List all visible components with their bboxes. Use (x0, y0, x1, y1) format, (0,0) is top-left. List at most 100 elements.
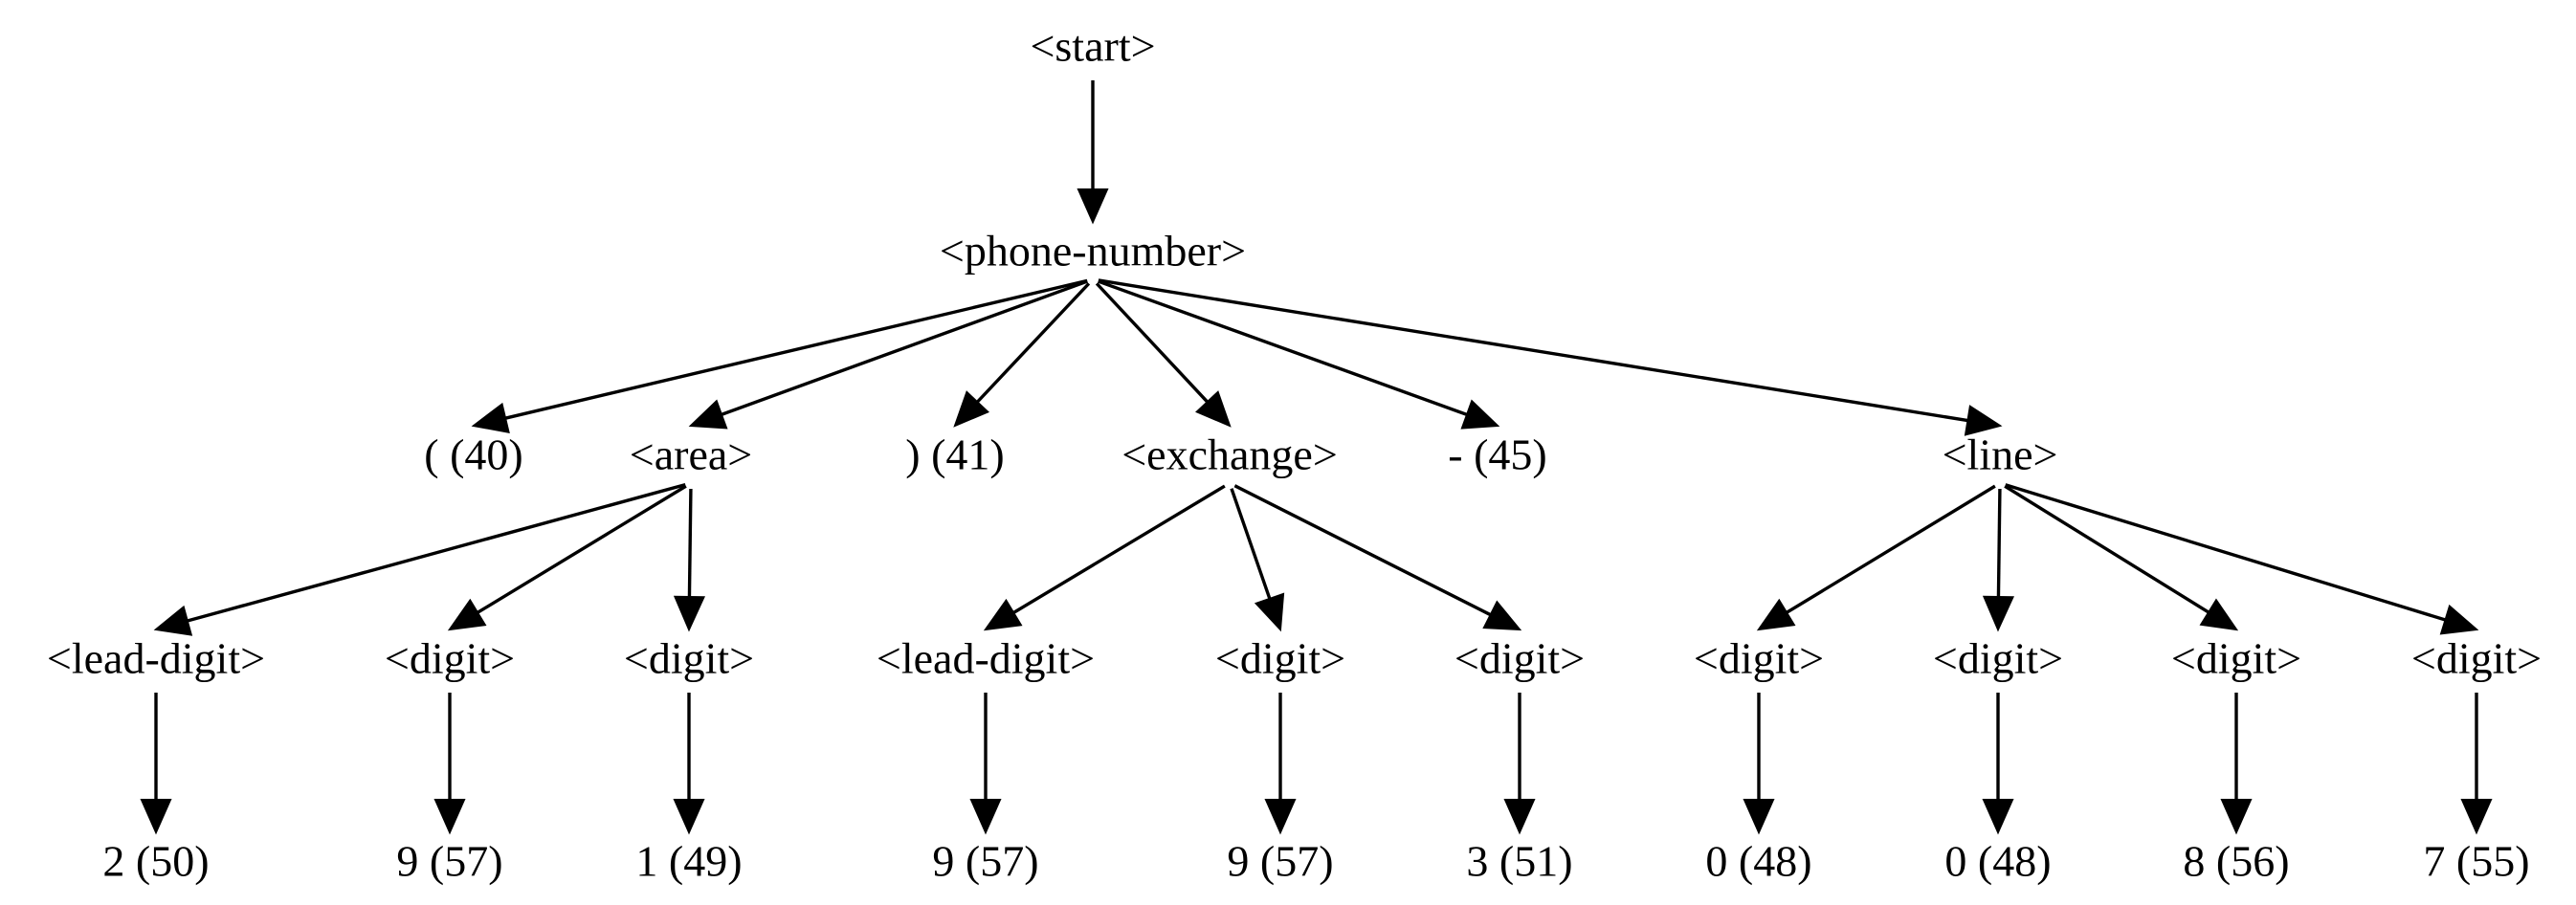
arrowhead-icon (2199, 598, 2239, 631)
arrowhead-icon (2439, 604, 2479, 635)
arrowhead-icon (1254, 592, 1285, 632)
tree-node-v-ex-lead: 9 (57) (932, 837, 1038, 886)
edge-line (1996, 488, 2002, 598)
tree-node-v-ex-d2: 3 (51) (1466, 837, 1572, 886)
edge-line (1095, 282, 1210, 404)
tree-node-v-area-lead: 2 (50) (102, 837, 209, 886)
tree-edge-phone-to-exchange (1095, 282, 1232, 428)
edge-line (2004, 484, 2210, 614)
arrowhead-icon (1077, 188, 1109, 225)
tree-node-line-d3: <digit> (2171, 634, 2301, 683)
tree-edge-ex-d2-to-v-ex-d2 (1503, 693, 1536, 835)
tree-edge-phone-to-line (1098, 278, 2003, 436)
tree-node-ex-d2: <digit> (1455, 634, 1585, 683)
arrowhead-icon (1756, 598, 1796, 631)
tree-node-rparen: ) (41) (905, 430, 1004, 479)
tree-node-line-d1: <digit> (1694, 634, 1824, 683)
tree-edge-line-d3-to-v-line-d3 (2220, 693, 2253, 835)
arrowhead-icon (673, 595, 705, 632)
tree-node-area: <area> (630, 430, 752, 479)
tree-node-v-line-d1: 0 (48) (1705, 837, 1811, 886)
tree-edge-exchange-to-ex-d2 (1233, 484, 1522, 631)
tree-node-v-ex-d1: 9 (57) (1227, 837, 1333, 886)
arrowhead-icon (1743, 799, 1775, 835)
edge-line (504, 278, 1088, 420)
arrowhead-icon (1503, 799, 1536, 835)
tree-edge-area-d1-to-v-area-d1 (433, 693, 466, 835)
arrowhead-icon (953, 390, 990, 428)
tree-edge-ex-d1-to-v-ex-d1 (1264, 693, 1297, 835)
arrowhead-icon (1460, 399, 1500, 430)
tree-edge-area-lead-to-v-area-lead (140, 693, 172, 835)
arrowhead-icon (1264, 799, 1297, 835)
arrowhead-icon (1482, 600, 1522, 631)
tree-node-phone: <phone-number> (940, 227, 1246, 276)
tree-edge-line-to-line-d2 (1982, 488, 2014, 632)
tree-node-dash: - (45) (1448, 430, 1546, 479)
arrowhead-icon (1964, 405, 2003, 436)
edge-line (1012, 484, 1226, 614)
arrowhead-icon (471, 402, 510, 434)
tree-edge-line-to-line-d4 (2005, 483, 2479, 635)
tree-edge-phone-to-dash (1098, 279, 1500, 430)
tree-edge-line-to-line-d3 (2004, 484, 2239, 631)
tree-edge-area-to-area-d2 (673, 488, 705, 632)
arrowhead-icon (2460, 799, 2493, 835)
tree-node-line: <line> (1943, 430, 2058, 479)
arrowhead-icon (1982, 799, 2014, 835)
tree-edge-line-to-line-d1 (1756, 484, 1996, 631)
tree-edge-phone-to-rparen (953, 282, 1091, 428)
arrowhead-icon (1982, 595, 2014, 632)
tree-node-v-line-d4: 7 (55) (2423, 837, 2529, 886)
tree-node-exchange: <exchange> (1121, 430, 1338, 479)
edge-line (721, 279, 1088, 416)
tree-edge-line-d2-to-v-line-d2 (1982, 693, 2014, 835)
arrowhead-icon (140, 799, 172, 835)
tree-edge-line-d4-to-v-line-d4 (2460, 693, 2493, 835)
tree-nodes: <start> <phone-number> ( (40) <area> ) (41) <… (47, 22, 2542, 886)
tree-edge-phone-to-lparen (471, 278, 1088, 434)
tree-edge-exchange-to-ex-lead (983, 484, 1226, 631)
tree-node-ex-lead: <lead-digit> (877, 634, 1095, 683)
arrowhead-icon (153, 605, 193, 636)
tree-edge-ex-lead-to-v-ex-lead (969, 693, 1002, 835)
tree-node-line-d2: <digit> (1933, 634, 2063, 683)
tree-node-line-d4: <digit> (2411, 634, 2542, 683)
edge-line (1786, 484, 1996, 614)
tree-node-area-d2: <digit> (624, 634, 754, 683)
arrowhead-icon (688, 399, 728, 430)
tree-edge-exchange-to-ex-d1 (1230, 488, 1285, 632)
edge-line (1230, 488, 1272, 600)
edge-line (477, 484, 687, 614)
arrowhead-icon (969, 799, 1002, 835)
edge-line (187, 482, 686, 623)
tree-node-area-lead: <lead-digit> (47, 634, 265, 683)
tree-edge-line-d1-to-v-line-d1 (1743, 693, 1775, 835)
tree-node-ex-d1: <digit> (1215, 634, 1345, 683)
tree-edge-area-to-area-lead (153, 482, 686, 636)
tree-edge-start-to-phone (1077, 80, 1109, 225)
tree-edge-area-d2-to-v-area-d2 (673, 693, 705, 835)
tree-node-start: <start> (1030, 22, 1155, 71)
edge-line (2005, 483, 2446, 622)
arrowhead-icon (2220, 799, 2253, 835)
tree-node-area-d1: <digit> (385, 634, 515, 683)
tree-edges (140, 80, 2493, 835)
edge-line (1233, 484, 1492, 617)
tree-node-v-area-d1: 9 (57) (396, 837, 502, 886)
edge-line (1098, 278, 1968, 423)
edge-line (1098, 279, 1468, 417)
tree-edge-phone-to-area (688, 279, 1088, 430)
tree-node-lparen: ( (40) (424, 430, 522, 479)
arrowhead-icon (673, 799, 705, 835)
tree-node-v-line-d2: 0 (48) (1944, 837, 2051, 886)
tree-edge-area-to-area-d1 (447, 484, 687, 631)
edge-line (687, 488, 693, 598)
arrowhead-icon (1195, 390, 1232, 428)
tree-node-v-area-d2: 1 (49) (635, 837, 742, 886)
edge-line (976, 282, 1091, 404)
arrowhead-icon (447, 598, 487, 631)
arrowhead-icon (983, 598, 1023, 631)
tree-node-v-line-d3: 8 (56) (2183, 837, 2289, 886)
